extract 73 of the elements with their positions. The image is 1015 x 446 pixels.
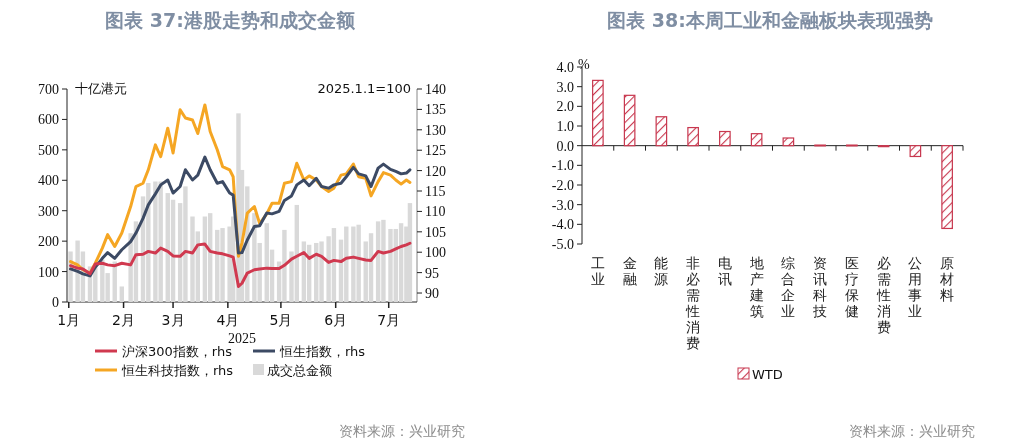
y2-tick-label: 95: [425, 265, 439, 281]
x-tick-label: 4月: [216, 312, 240, 328]
x-tick-label: 1月: [57, 312, 81, 328]
bar: [119, 286, 124, 302]
x-tick-label: 3月: [161, 312, 185, 328]
x-tick-label: 金融: [622, 255, 637, 287]
y-tick-label: 600: [38, 112, 59, 128]
bar: [719, 130, 731, 147]
y-tick-label: -3.0: [551, 197, 574, 213]
y-tick-label: 700: [38, 82, 59, 97]
x-tick-label: 地产建筑: [748, 255, 764, 319]
chart-title: 图表 38:本周工业和金融板块表现强势: [607, 9, 933, 31]
y-tick-label: 0: [52, 295, 59, 310]
x-tick-label: 7月: [377, 312, 401, 328]
bar: [655, 116, 668, 147]
y-tick-label: -4.0: [551, 217, 574, 233]
x-tick-label: 6月: [324, 312, 348, 328]
bar: [941, 145, 953, 230]
y2-tick-label: 125: [425, 143, 446, 159]
legend-label: 成交总金额: [267, 363, 332, 378]
text: 资料来源：兴业研究: [849, 423, 975, 439]
legend-label: 恒生科技指数，rhs: [121, 363, 234, 378]
y-tick-label: 400: [38, 173, 59, 189]
legend-label: 沪深300指数，rhs: [122, 344, 233, 359]
y-tick-label: 3.0: [556, 79, 574, 95]
bar: [782, 137, 795, 147]
x-tick-label: 必需性消费: [875, 255, 891, 335]
x-tick-label: 非必需性消费: [685, 255, 701, 351]
line-series: [69, 241, 412, 288]
line-series: [69, 155, 412, 278]
y2-tick-label: 130: [425, 122, 446, 138]
x-tick-label: 工业: [590, 255, 605, 287]
y-tick-label: 300: [38, 203, 59, 219]
y2-tick-label: 120: [425, 163, 446, 179]
x-tick-label: 医疗保健: [844, 255, 859, 319]
bar: [687, 126, 699, 147]
bar: [623, 94, 636, 147]
x-axis-title: 2025: [228, 331, 256, 346]
x-tick-label: 5月: [269, 312, 293, 328]
y2-tick-label: 115: [425, 184, 446, 200]
y2-tick-label: 135: [425, 102, 446, 118]
y2-tick-label: 140: [425, 82, 446, 97]
y-tick-label: -2.0: [551, 178, 574, 193]
y-tick-label: 0.0: [556, 138, 574, 154]
y-tick-label: 200: [38, 234, 59, 250]
y2-tick-label: 110: [425, 204, 446, 220]
y-tick-label: 100: [38, 264, 59, 280]
y-tick-label: 4.0: [556, 60, 574, 75]
legend-label: 恒生指数，rhs: [279, 344, 366, 359]
bar: [909, 145, 922, 158]
y-axis-title: 十亿港元: [75, 81, 127, 96]
x-tick-label: 电讯: [717, 255, 732, 287]
chart-title: 图表 37:港股走势和成交金额: [105, 9, 356, 31]
y2-axis-title: 2025.1.1=100: [317, 81, 411, 96]
x-tick-label: 能源: [654, 255, 669, 287]
bar: [592, 79, 604, 147]
y-tick-label: -1.0: [551, 158, 574, 174]
x-tick-label: 综合企业: [781, 255, 796, 319]
x-tick-label: 2月: [112, 312, 136, 328]
x-tick-label: 原材料: [939, 255, 955, 303]
text: 资料来源：兴业研究: [339, 423, 465, 439]
y-tick-label: 1.0: [556, 119, 574, 134]
y-tick-label: 500: [38, 142, 59, 158]
x-tick-label: 公用事业: [908, 255, 923, 319]
y2-tick-label: 105: [425, 224, 446, 240]
y-axis-title: %: [578, 57, 590, 72]
y2-tick-label: 100: [425, 245, 446, 261]
y-tick-label: -5.0: [551, 237, 574, 252]
legend-label: WTD: [752, 367, 783, 382]
x-tick-label: 资讯科技: [812, 255, 828, 319]
bar: [750, 133, 763, 147]
y2-tick-label: 90: [425, 286, 439, 302]
y-tick-label: 2.0: [556, 99, 574, 115]
